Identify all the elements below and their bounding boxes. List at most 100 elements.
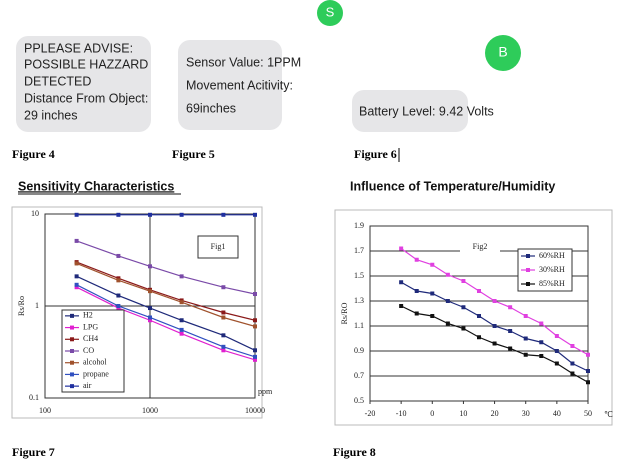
- data-point: [399, 246, 404, 251]
- data-point: [253, 354, 257, 359]
- data-point: [179, 212, 184, 217]
- data-point: [399, 280, 404, 285]
- data-point: [492, 324, 497, 328]
- legend-marker: [526, 254, 530, 258]
- data-point: [492, 299, 497, 303]
- series-line: [76, 275, 256, 351]
- x-tick-label: 0: [430, 409, 434, 418]
- x-tick-label: 30: [522, 409, 530, 418]
- figure-caption: Figure 7: [12, 445, 55, 459]
- avatar-letter: S: [326, 4, 335, 19]
- chart-frame: [11, 206, 263, 419]
- data-point: [570, 361, 575, 366]
- message-bubble: [178, 40, 282, 130]
- avatar-letter: B: [498, 44, 507, 60]
- data-point: [539, 340, 544, 345]
- data-point: [508, 305, 513, 310]
- data-point: [221, 333, 226, 338]
- message-line: PPLEASE ADVISE:: [24, 41, 133, 55]
- series-line: [76, 240, 256, 295]
- y-tick-label: 0.7: [354, 371, 364, 380]
- data-point: [148, 212, 152, 217]
- series-line: [76, 286, 256, 361]
- message-line: DETECTED: [24, 74, 91, 88]
- avatar: [485, 35, 521, 71]
- message-line: Movement Acitivity:: [186, 78, 293, 92]
- legend-marker: [70, 337, 74, 342]
- legend-label: CO: [83, 346, 94, 355]
- message-line: 29 inches: [24, 108, 78, 122]
- data-point: [253, 212, 257, 217]
- figure-caption: Figure 4: [12, 147, 55, 161]
- data-point: [430, 314, 435, 318]
- legend-label: 30%RH: [539, 265, 565, 274]
- data-point: [414, 289, 419, 293]
- legend-marker: [526, 282, 530, 286]
- data-point: [508, 346, 513, 351]
- data-point: [74, 238, 79, 243]
- data-point: [116, 278, 121, 283]
- series-line: [76, 284, 256, 358]
- annotation: Fig1: [211, 242, 226, 251]
- data-point: [445, 299, 450, 303]
- data-point: [221, 315, 226, 320]
- y-tick-label: 0.9: [354, 346, 364, 355]
- y-tick-label: 1.1: [354, 321, 364, 330]
- data-point: [477, 289, 481, 293]
- data-point: [116, 276, 121, 281]
- x-tick-label: 40: [553, 409, 561, 418]
- data-point: [116, 253, 121, 258]
- data-point: [586, 369, 590, 373]
- x-axis-label: ℃: [604, 410, 613, 419]
- data-point: [523, 336, 528, 341]
- chart-heading: Sensitivity Characteristics: [18, 179, 174, 193]
- data-point: [221, 212, 226, 217]
- data-point: [179, 300, 184, 305]
- data-point: [461, 326, 466, 331]
- data-point: [414, 311, 419, 316]
- data-point: [148, 306, 152, 311]
- data-point: [179, 331, 184, 336]
- x-tick-label: 10000: [245, 406, 265, 415]
- data-point: [523, 352, 528, 357]
- data-point: [430, 262, 435, 267]
- data-point: [570, 344, 575, 348]
- y-tick-label: 0.5: [354, 396, 364, 405]
- data-point: [74, 261, 79, 266]
- legend-label: H2: [83, 311, 93, 320]
- data-point: [253, 357, 257, 362]
- y-tick-label: 10: [31, 209, 39, 218]
- data-point: [179, 327, 184, 332]
- x-tick-label: -20: [365, 409, 376, 418]
- y-tick-label: 1.3: [354, 296, 364, 305]
- data-point: [148, 318, 152, 323]
- y-tick-label: 1: [35, 301, 39, 310]
- legend-marker: [70, 360, 74, 365]
- y-tick-label: 0.1: [29, 393, 39, 402]
- data-point: [74, 212, 79, 217]
- data-point: [253, 318, 257, 323]
- data-point: [523, 314, 528, 318]
- x-tick-label: 100: [39, 406, 51, 415]
- data-point: [477, 314, 481, 318]
- y-tick-label: 1.9: [354, 221, 364, 230]
- annotation: Fig2: [473, 242, 488, 251]
- message-bubble: [16, 36, 151, 132]
- y-tick-label: 1.5: [354, 271, 364, 280]
- data-point: [116, 306, 121, 311]
- data-point: [554, 334, 559, 338]
- legend-marker: [70, 372, 74, 377]
- message-line: POSSIBLE HAZZARD: [24, 57, 148, 71]
- data-point: [253, 324, 257, 329]
- legend-label: CH4: [83, 334, 98, 343]
- data-point: [116, 212, 121, 217]
- legend-label: 60%RH: [539, 251, 565, 260]
- legend-marker: [70, 384, 74, 389]
- data-point: [179, 274, 184, 279]
- data-point: [179, 318, 184, 323]
- x-tick-label: 50: [584, 409, 592, 418]
- data-point: [461, 279, 466, 283]
- series-line: [76, 262, 256, 327]
- legend-label: 85%RH: [539, 279, 565, 288]
